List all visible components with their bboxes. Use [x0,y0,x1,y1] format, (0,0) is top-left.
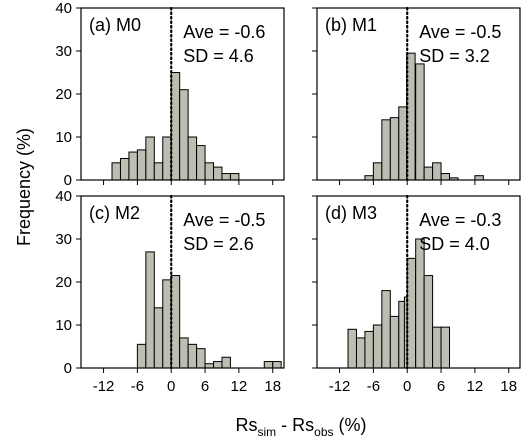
histogram-bar [364,330,374,369]
histogram-bar [389,315,400,369]
x-tick-label: 0 [167,378,175,395]
panel-label: (d) M3 [325,203,377,223]
stat-average: Ave = -0.5 [419,22,501,42]
y-tick-label: 40 [55,0,72,17]
x-axis-title-mid: - Rs [276,415,314,435]
histogram-bar [111,162,121,181]
y-tick-label: 40 [55,188,72,205]
histogram-bar [432,162,442,181]
stat-average: Ave = -0.6 [183,22,265,42]
histogram-bar [381,290,391,369]
histogram-bar [423,166,434,181]
stat-average: Ave = -0.5 [183,210,265,230]
histogram-bar [372,162,383,181]
histogram-bar [170,72,181,181]
histogram-bar [153,307,164,369]
histogram-bar [381,119,391,181]
x-tick-label: 6 [437,378,445,395]
x-tick-label: 12 [231,378,248,395]
panel-label: (a) M0 [89,15,141,35]
histogram-bar [415,63,425,181]
y-tick-label: 10 [55,317,72,334]
histogram-bar [263,361,274,369]
histogram-bar [162,279,172,369]
x-tick-label: 12 [467,378,484,395]
x-axis-title-sub2: obs [314,425,333,439]
histogram-bar [364,175,374,181]
x-tick-label: -6 [131,378,144,395]
x-tick-label: 18 [264,378,281,395]
stat-average: Ave = -0.3 [419,210,501,230]
histogram-bar [272,361,282,369]
x-axis-title-tail: (%) [334,415,367,435]
histogram-bar [162,136,172,181]
histogram-bar [474,175,484,181]
y-tick-label: 20 [55,274,72,291]
x-tick-label: 6 [201,378,209,395]
histogram-bar [389,117,400,181]
histogram-bar [204,363,215,369]
histogram-bar [221,356,231,369]
panel-2: 0 10 20 30 40 -12 -6 0 6 12 18 (c) M2 Ave = -0.5 SD =… [55,188,285,395]
x-axis-title-main: Rs [235,415,257,435]
histogram-bar [221,173,231,181]
histogram-bar [398,106,408,181]
panel-1: (b) M1 Ave = -0.5 SD = 3.2 [312,6,521,185]
y-tick-label: 0 [64,172,72,189]
histogram-bar [119,158,130,181]
histogram-bar [440,326,451,369]
panel-0: 0 10 20 30 40 (a) M0 Ave = -0.6 SD = 4.6 [55,0,285,189]
histogram-bar [196,145,206,181]
histogram-bar [136,343,147,369]
histogram-bar [136,149,147,181]
y-tick-label: 30 [55,231,72,248]
y-tick-label: 0 [64,360,72,377]
x-tick-label: -12 [93,378,115,395]
histogram-bar [213,361,223,369]
stat-sd: SD = 2.6 [183,234,254,254]
y-tick-label: 30 [55,43,72,60]
histogram-bar [153,162,164,181]
histogram-bar [145,251,155,369]
stat-sd: SD = 3.2 [419,46,490,66]
histogram-bar [432,326,442,369]
histogram-bar [372,324,383,369]
panel-3: -12 -6 0 6 12 18 (d) M3 Ave = -0.3 SD = 4.0 [312,194,521,395]
histogram-bar [145,136,155,181]
x-axis-title-sub1: sim [257,425,276,439]
stat-sd: SD = 4.6 [183,46,254,66]
stat-sd: SD = 4.0 [419,234,490,254]
histogram-bar [229,173,240,181]
histogram-bar [213,166,223,181]
histogram-bar [179,89,189,181]
histogram-bar [406,257,417,369]
histogram-bar [355,337,366,369]
histogram-bar [196,348,206,369]
histogram-bar [347,328,357,369]
x-tick-label: 18 [500,378,517,395]
histogram-bar [128,151,138,181]
histogram-bar [187,343,198,369]
x-tick-label: -6 [367,378,380,395]
x-tick-label: -12 [329,378,351,395]
histogram-bar [204,162,215,181]
histogram-bar [187,136,198,181]
histogram-bar [179,337,189,369]
y-tick-label: 10 [55,129,72,146]
x-tick-label: 0 [403,378,411,395]
histogram-bar [415,238,425,369]
histogram-bar [170,275,181,369]
panel-label: (c) M2 [89,203,140,223]
x-axis-title: Rssim - Rsobs (%) [235,415,366,439]
y-tick-label: 20 [55,86,72,103]
y-axis-title: Frequency (%) [14,128,34,246]
panel-label: (b) M1 [325,15,377,35]
histogram-bar [440,173,451,181]
histogram-bar [423,275,434,369]
